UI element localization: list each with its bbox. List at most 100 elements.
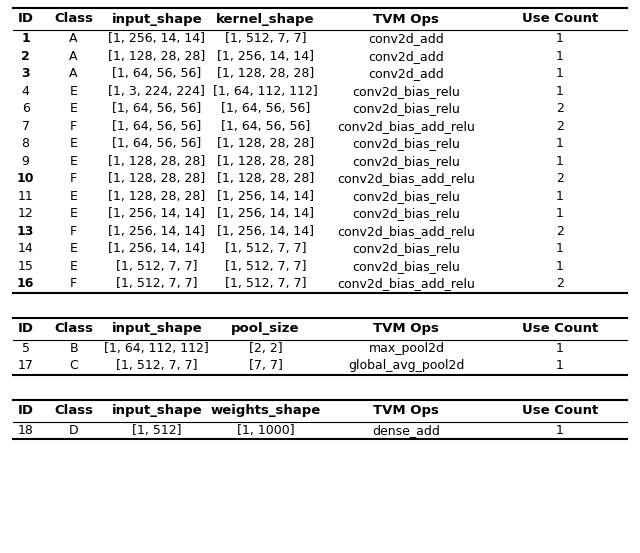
Text: [1, 512, 7, 7]: [1, 512, 7, 7] [116,277,198,290]
Text: 2: 2 [556,102,564,115]
Text: [1, 256, 14, 14]: [1, 256, 14, 14] [108,207,205,220]
Text: 14: 14 [18,242,33,255]
Text: [1, 64, 112, 112]: [1, 64, 112, 112] [213,85,318,98]
Text: [1, 256, 14, 14]: [1, 256, 14, 14] [108,32,205,45]
Text: [1, 512]: [1, 512] [132,424,182,437]
Text: [1, 128, 28, 28]: [1, 128, 28, 28] [108,190,205,203]
Text: [1, 128, 28, 28]: [1, 128, 28, 28] [108,155,205,168]
Text: E: E [70,242,77,255]
Text: F: F [70,225,77,238]
Text: E: E [70,102,77,115]
Text: [1, 128, 28, 28]: [1, 128, 28, 28] [217,155,314,168]
Text: conv2d_bias_add_relu: conv2d_bias_add_relu [337,277,476,290]
Text: input_shape: input_shape [111,13,202,25]
Text: 3: 3 [21,67,30,80]
Text: [2, 2]: [2, 2] [249,342,282,355]
Text: E: E [70,260,77,273]
Text: [7, 7]: [7, 7] [249,359,282,372]
Text: A: A [69,67,78,80]
Text: F: F [70,172,77,185]
Text: A: A [69,32,78,45]
Text: input_shape: input_shape [111,322,202,335]
Text: 17: 17 [18,359,33,372]
Text: ID: ID [18,322,34,335]
Text: conv2d_add: conv2d_add [369,32,444,45]
Text: 11: 11 [18,190,33,203]
Text: 2: 2 [556,172,564,185]
Text: 1: 1 [556,137,564,150]
Text: conv2d_bias_relu: conv2d_bias_relu [353,242,460,255]
Text: F: F [70,120,77,133]
Text: conv2d_bias_relu: conv2d_bias_relu [353,155,460,168]
Text: conv2d_bias_relu: conv2d_bias_relu [353,102,460,115]
Text: [1, 512, 7, 7]: [1, 512, 7, 7] [116,260,198,273]
Text: [1, 256, 14, 14]: [1, 256, 14, 14] [108,242,205,255]
Text: [1, 128, 28, 28]: [1, 128, 28, 28] [217,67,314,80]
Text: [1, 64, 56, 56]: [1, 64, 56, 56] [112,120,202,133]
Text: E: E [70,190,77,203]
Text: E: E [70,207,77,220]
Text: 18: 18 [18,424,33,437]
Text: global_avg_pool2d: global_avg_pool2d [348,359,465,372]
Text: ID: ID [18,404,34,417]
Text: 2: 2 [21,50,30,62]
Text: Use Count: Use Count [522,404,598,417]
Text: [1, 512, 7, 7]: [1, 512, 7, 7] [225,32,307,45]
Text: [1, 256, 14, 14]: [1, 256, 14, 14] [217,190,314,203]
Text: [1, 512, 7, 7]: [1, 512, 7, 7] [225,277,307,290]
Text: 10: 10 [17,172,35,185]
Text: [1, 128, 28, 28]: [1, 128, 28, 28] [217,137,314,150]
Text: Class: Class [54,13,93,25]
Text: 1: 1 [556,50,564,62]
Text: 1: 1 [556,207,564,220]
Text: dense_add: dense_add [372,424,440,437]
Text: E: E [70,137,77,150]
Text: E: E [70,85,77,98]
Text: conv2d_bias_relu: conv2d_bias_relu [353,260,460,273]
Text: conv2d_bias_add_relu: conv2d_bias_add_relu [337,120,476,133]
Text: conv2d_bias_relu: conv2d_bias_relu [353,137,460,150]
Text: TVM Ops: TVM Ops [374,322,439,335]
Text: 1: 1 [556,242,564,255]
Text: E: E [70,155,77,168]
Text: 1: 1 [556,190,564,203]
Text: conv2d_bias_relu: conv2d_bias_relu [353,190,460,203]
Text: A: A [69,50,78,62]
Text: [1, 64, 56, 56]: [1, 64, 56, 56] [221,120,310,133]
Text: [1, 256, 14, 14]: [1, 256, 14, 14] [217,207,314,220]
Text: max_pool2d: max_pool2d [369,342,444,355]
Text: [1, 64, 56, 56]: [1, 64, 56, 56] [221,102,310,115]
Text: B: B [69,342,78,355]
Text: 1: 1 [556,85,564,98]
Text: pool_size: pool_size [231,322,300,335]
Text: 1: 1 [556,260,564,273]
Text: [1, 256, 14, 14]: [1, 256, 14, 14] [108,225,205,238]
Text: [1, 128, 28, 28]: [1, 128, 28, 28] [108,172,205,185]
Text: [1, 1000]: [1, 1000] [237,424,294,437]
Text: 15: 15 [18,260,33,273]
Text: weights_shape: weights_shape [211,404,321,417]
Text: [1, 128, 28, 28]: [1, 128, 28, 28] [108,50,205,62]
Text: [1, 512, 7, 7]: [1, 512, 7, 7] [225,242,307,255]
Text: [1, 64, 56, 56]: [1, 64, 56, 56] [112,102,202,115]
Text: [1, 256, 14, 14]: [1, 256, 14, 14] [217,225,314,238]
Text: [1, 64, 56, 56]: [1, 64, 56, 56] [112,67,202,80]
Text: Use Count: Use Count [522,322,598,335]
Text: 1: 1 [556,155,564,168]
Text: input_shape: input_shape [111,404,202,417]
Text: D: D [68,424,79,437]
Text: F: F [70,277,77,290]
Text: Class: Class [54,322,93,335]
Text: Use Count: Use Count [522,13,598,25]
Text: 6: 6 [22,102,29,115]
Text: [1, 64, 56, 56]: [1, 64, 56, 56] [112,137,202,150]
Text: Class: Class [54,404,93,417]
Text: conv2d_bias_add_relu: conv2d_bias_add_relu [337,172,476,185]
Text: [1, 3, 224, 224]: [1, 3, 224, 224] [108,85,205,98]
Text: C: C [69,359,78,372]
Text: 13: 13 [17,225,35,238]
Text: 1: 1 [556,424,564,437]
Text: 1: 1 [556,67,564,80]
Text: 5: 5 [22,342,29,355]
Text: 2: 2 [556,120,564,133]
